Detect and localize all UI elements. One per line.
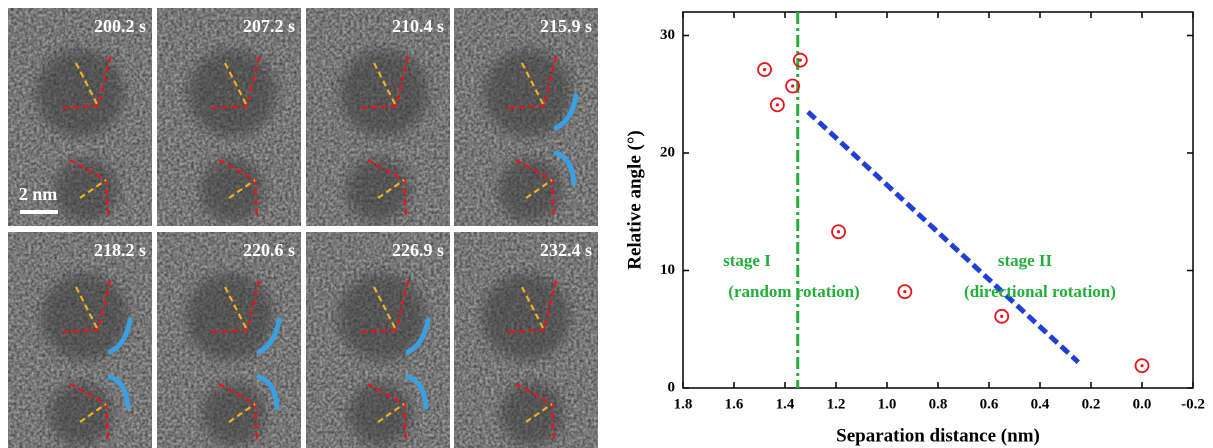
lattice-line: [62, 52, 113, 110]
particle: [346, 158, 410, 222]
particle: [340, 49, 428, 137]
time-label: 232.4 s: [540, 240, 592, 260]
lattice-line: [62, 276, 113, 334]
chart: 1.8 1.6 1.4 1.2 1.0 0.8 0.6 0.4 0.2 0.0 -0.2 0 10 20 3…: [624, 11, 1205, 446]
time-label: 200.2 s: [94, 16, 146, 36]
x-tick-label: 1.4: [776, 396, 795, 412]
y-axis-label: Relative angle (°): [624, 130, 645, 270]
data-point: [831, 224, 846, 240]
lattice-line: [373, 62, 397, 107]
x-axis-label: Separation distance (nm): [836, 425, 1040, 446]
tem-image: 210.4 s: [306, 8, 450, 226]
data-point: [785, 78, 801, 94]
lattice-line: [75, 286, 99, 331]
lattice-line: [224, 286, 248, 331]
lattice-line: [79, 179, 107, 199]
lattice-line: [211, 52, 262, 110]
particle: [54, 158, 118, 222]
particle: [484, 49, 572, 137]
x-tick-label: 0.6: [980, 396, 999, 412]
trend-line: [806, 110, 1080, 364]
lattice-line: [211, 276, 262, 334]
tem-image: 226.9 s: [306, 232, 450, 448]
particle: [200, 158, 264, 222]
lattice-line: [228, 179, 256, 199]
time-label: 210.4 s: [392, 16, 444, 36]
particle: [348, 382, 412, 446]
annotation: stage II: [998, 251, 1053, 270]
particle: [202, 382, 266, 446]
arrow: [256, 317, 282, 355]
lattice-line: [521, 62, 545, 107]
arrow: [405, 374, 429, 410]
lattice-line: [228, 403, 256, 423]
data-point: [1134, 358, 1150, 374]
tem-image: 207.2 s: [157, 8, 301, 226]
particle: [498, 158, 562, 222]
lattice-line: [525, 403, 553, 423]
tem-image: 220.6 s: [157, 232, 301, 448]
data-point: [994, 308, 1010, 324]
scale-bar-label: 2 nm: [19, 184, 58, 204]
lattice-line: [521, 286, 545, 331]
y-tick-label: 30: [660, 27, 675, 43]
y-tick-label: 0: [668, 379, 676, 395]
lattice-line: [79, 403, 107, 423]
data-point: [757, 62, 772, 77]
particle: [482, 273, 570, 361]
x-tick-label: 0.8: [929, 396, 948, 412]
lattice-line: [525, 179, 553, 199]
time-label: 218.2 s: [94, 240, 146, 260]
x-tick-label: 1.2: [827, 396, 846, 412]
plot-frame: [682, 11, 1194, 389]
x-tick-label: 0.0: [1133, 396, 1152, 412]
particle: [186, 273, 274, 361]
tem-image: 215.9 s: [454, 8, 598, 226]
arrow: [405, 317, 431, 355]
x-tick-label: 1.0: [878, 396, 897, 412]
tem-panels: 200.2 s 207.2 s 210.4 s 215.9 s 218.2 s 220.6…: [8, 8, 598, 448]
particle: [500, 382, 564, 446]
lattice-line: [508, 52, 559, 110]
x-tick-label: 0.2: [1082, 396, 1101, 412]
annotation: stage I: [723, 251, 771, 270]
data-point: [897, 284, 913, 300]
lattice-line: [360, 52, 411, 110]
time-label: 215.9 s: [540, 16, 592, 36]
arrow: [256, 374, 280, 410]
tem-image: 232.4 s: [454, 232, 598, 448]
annotation: (directional rotation): [964, 282, 1116, 301]
lattice-line: [360, 276, 411, 334]
particle: [49, 382, 113, 446]
tem-image: 200.2 s: [8, 8, 152, 226]
arrow: [107, 317, 133, 355]
annotation: (random rotation): [728, 282, 859, 301]
y-tick-label: 20: [660, 144, 675, 160]
arrow: [553, 93, 579, 131]
lattice-line: [373, 286, 397, 331]
time-label: 226.9 s: [392, 240, 444, 260]
x-tick-label: -0.2: [1181, 396, 1205, 412]
data-point: [769, 97, 785, 113]
particle: [188, 49, 276, 137]
lattice-line: [508, 276, 559, 334]
data-point: [792, 52, 808, 68]
lattice-line: [224, 62, 248, 107]
x-tick-label: 1.8: [674, 396, 693, 412]
lattice-line: [377, 179, 405, 199]
arrow: [553, 150, 577, 186]
y-tick-label: 10: [660, 262, 675, 278]
particle: [36, 49, 124, 137]
arrow: [107, 374, 131, 410]
lattice-line: [377, 403, 405, 423]
x-tick-label: 0.4: [1031, 396, 1050, 412]
time-label: 220.6 s: [243, 240, 295, 260]
x-tick-label: 1.6: [725, 396, 744, 412]
time-label: 207.2 s: [243, 16, 295, 36]
lattice-line: [75, 62, 99, 107]
tem-image: 218.2 s: [8, 232, 152, 448]
